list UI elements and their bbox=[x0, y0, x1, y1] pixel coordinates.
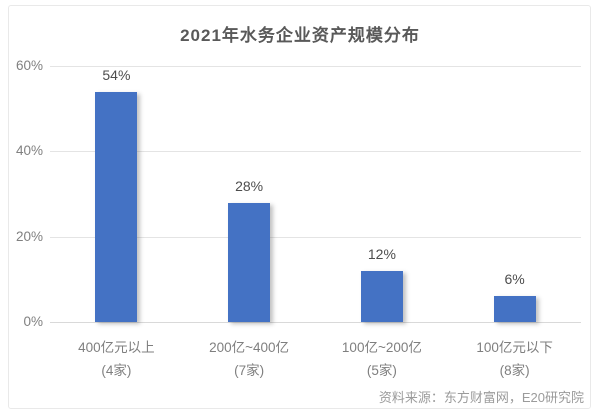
bar bbox=[493, 296, 536, 322]
x-axis-category-name: 100亿元以下 bbox=[476, 340, 553, 355]
bar bbox=[360, 270, 403, 322]
x-axis-line bbox=[50, 322, 581, 323]
x-axis-category-count: (7家) bbox=[234, 363, 265, 378]
bar-value-label: 12% bbox=[367, 245, 396, 262]
y-axis-tick-label: 60% bbox=[15, 58, 43, 73]
x-axis-category-name: 100亿~200亿 bbox=[341, 340, 422, 355]
bar-value-label: 54% bbox=[102, 66, 131, 83]
x-axis-category-count: (4家) bbox=[101, 363, 132, 378]
x-axis-category-label: 400亿元以上 (4家) bbox=[41, 336, 191, 382]
bar-value-label: 6% bbox=[504, 271, 525, 288]
x-axis-category-count: (8家) bbox=[499, 363, 530, 378]
x-axis-category-name: 200亿~400亿 bbox=[209, 340, 290, 355]
bar bbox=[228, 202, 271, 322]
x-axis-category-count: (5家) bbox=[366, 363, 397, 378]
x-axis-category-name: 400亿元以上 bbox=[78, 340, 155, 355]
x-axis-category-label: 100亿~200亿 (5家) bbox=[307, 336, 457, 382]
bar bbox=[95, 91, 138, 322]
chart-title: 2021年水务企业资产规模分布 bbox=[180, 26, 420, 45]
gridline bbox=[50, 151, 581, 153]
gridline bbox=[50, 236, 581, 238]
source-note: 资料来源：东方财富网，E20研究院 bbox=[378, 390, 584, 405]
y-axis-tick-label: 20% bbox=[15, 228, 43, 244]
y-axis-tick-label: 0% bbox=[23, 314, 43, 329]
y-axis-tick-label: 40% bbox=[15, 143, 43, 159]
x-axis-category-label: 100亿元以下 (8家) bbox=[440, 336, 590, 382]
gridline bbox=[50, 66, 581, 67]
x-axis-category-label: 200亿~400亿 (7家) bbox=[174, 336, 324, 382]
bar-value-label: 28% bbox=[235, 177, 264, 194]
